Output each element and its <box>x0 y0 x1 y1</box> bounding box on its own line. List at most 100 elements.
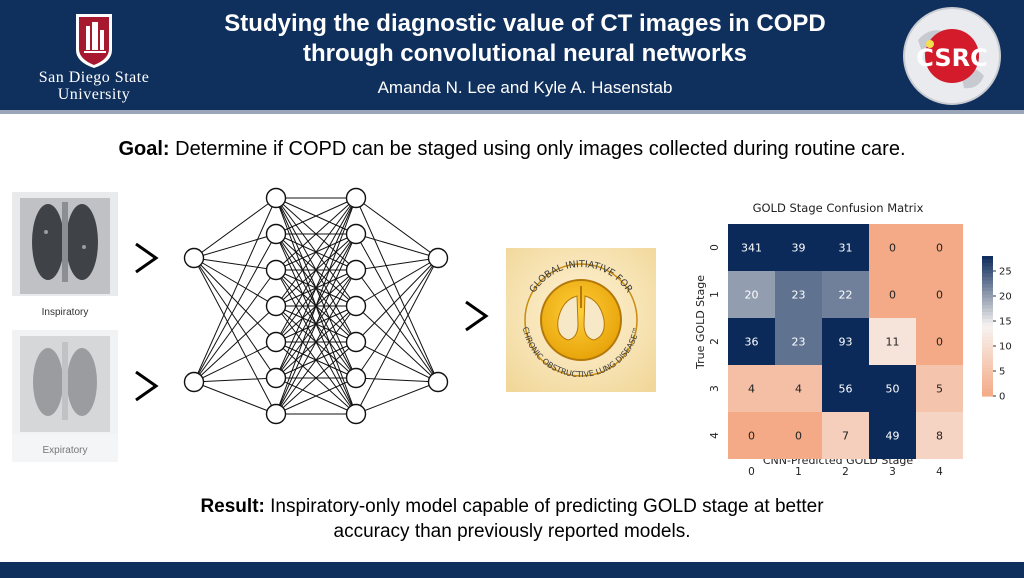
page-title-line2: through convolutional neural networks <box>302 40 748 67</box>
heatmap-cell <box>869 224 916 271</box>
arrow-right-icon <box>465 300 489 332</box>
colorbar-segment <box>982 336 993 341</box>
y-tick-label: 4 <box>709 432 721 439</box>
nn-connection <box>193 233 277 259</box>
heatmap-cell-value: 0 <box>795 430 802 443</box>
csrc-logo: CSRC <box>903 7 1001 105</box>
colorbar-segment <box>982 259 993 264</box>
nn-connection <box>355 257 439 379</box>
nn-connection <box>355 341 439 383</box>
nn-connection <box>193 305 277 383</box>
sdsu-logo: San Diego State University <box>24 10 164 106</box>
heatmap-cell-value: 0 <box>936 242 943 255</box>
nn-node <box>345 295 367 317</box>
nn-connection <box>355 305 439 383</box>
nn-node <box>427 247 449 269</box>
nn-connection <box>193 197 277 383</box>
heatmap-cell <box>728 318 775 365</box>
nn-node <box>345 367 367 389</box>
heatmap-cell-value: 22 <box>839 289 853 302</box>
colorbar-segment <box>982 357 993 362</box>
colorbar-segment <box>982 340 993 345</box>
nn-connection <box>355 269 439 383</box>
colorbar-segment <box>982 361 993 366</box>
colorbar-segment <box>982 291 993 296</box>
colorbar-segment <box>982 305 993 310</box>
colorbar-segment <box>982 263 993 268</box>
result-statement: Result: Inspiratory-only model capable o… <box>0 494 1024 544</box>
nn-node <box>345 259 367 281</box>
colorbar-segment <box>982 375 993 380</box>
nn-node <box>427 371 449 393</box>
heatmap-cell <box>728 271 775 318</box>
heatmap-cell-value: 8 <box>936 430 943 443</box>
nn-connection <box>355 257 439 415</box>
heatmap-cell <box>822 365 869 412</box>
nn-connection <box>193 197 277 259</box>
colorbar-segment <box>982 364 993 369</box>
colorbar-segment <box>982 294 993 299</box>
nn-connection <box>355 257 439 307</box>
colorbar-segment <box>982 333 993 338</box>
nn-node <box>183 247 205 269</box>
ct-image-expiratory: Expiratory <box>12 330 118 462</box>
nn-node <box>345 331 367 353</box>
colorbar-segment <box>982 256 993 261</box>
heatmap-cell-value: 341 <box>741 242 762 255</box>
heatmap-cell <box>916 224 963 271</box>
x-tick-label: 1 <box>795 466 802 478</box>
nn-connection <box>355 197 439 383</box>
colorbar-segment <box>982 284 993 289</box>
heatmap-cell-value: 4 <box>795 383 802 396</box>
colorbar-segment <box>982 368 993 373</box>
nn-connection <box>355 233 439 259</box>
nn-connection <box>275 269 357 415</box>
chart-title: GOLD Stage Confusion Matrix <box>753 201 924 215</box>
nn-connection <box>193 341 277 383</box>
colorbar-segment <box>982 382 993 387</box>
heatmap-cell <box>869 365 916 412</box>
heatmap-cell <box>869 412 916 459</box>
heatmap-cell-value: 0 <box>889 289 896 302</box>
heatmap-cell <box>869 318 916 365</box>
colorbar-segment <box>982 280 993 285</box>
heatmap-cell <box>916 318 963 365</box>
authors: Amanda N. Lee and Kyle A. Hasenstab <box>377 78 673 97</box>
heatmap-cell-value: 93 <box>839 336 853 349</box>
footer-bar <box>0 562 1024 578</box>
heatmap-cell <box>775 271 822 318</box>
nn-connection <box>275 305 357 415</box>
nn-connection <box>193 381 277 415</box>
heatmap-cell-value: 23 <box>792 336 806 349</box>
colorbar-tick-label: 15 <box>999 317 1012 328</box>
inspiratory-label: Inspiratory <box>41 307 89 318</box>
expiratory-label: Expiratory <box>42 445 88 456</box>
nn-connection <box>193 257 277 343</box>
nn-connection <box>275 197 357 415</box>
nn-node <box>265 259 287 281</box>
heatmap-cell <box>869 271 916 318</box>
x-tick-label: 2 <box>842 466 849 478</box>
heatmap-cell-value: 5 <box>936 383 943 396</box>
heatmap-cell-value: 49 <box>886 430 900 443</box>
neural-network-diagram <box>183 187 449 425</box>
nn-connection <box>193 269 277 383</box>
university-name-line1: San Diego State <box>38 69 150 86</box>
heatmap-cell <box>728 224 775 271</box>
heatmap-cell <box>822 318 869 365</box>
nn-node <box>345 187 367 209</box>
colorbar-tick-label: 10 <box>999 342 1012 353</box>
colorbar-segment <box>982 389 993 394</box>
heatmap-cell <box>775 224 822 271</box>
nn-node <box>265 367 287 389</box>
nn-connection <box>355 257 439 271</box>
heatmap-cell-value: 20 <box>745 289 759 302</box>
lungs-icon <box>557 286 605 341</box>
colorbar-segment <box>982 266 993 271</box>
heatmap-cell <box>775 365 822 412</box>
heatmap-cell <box>822 271 869 318</box>
colorbar-tick-label: 0 <box>999 392 1005 403</box>
nn-connection <box>355 197 439 259</box>
nn-connection <box>275 341 357 415</box>
heatmap-cell-value: 11 <box>886 336 900 349</box>
